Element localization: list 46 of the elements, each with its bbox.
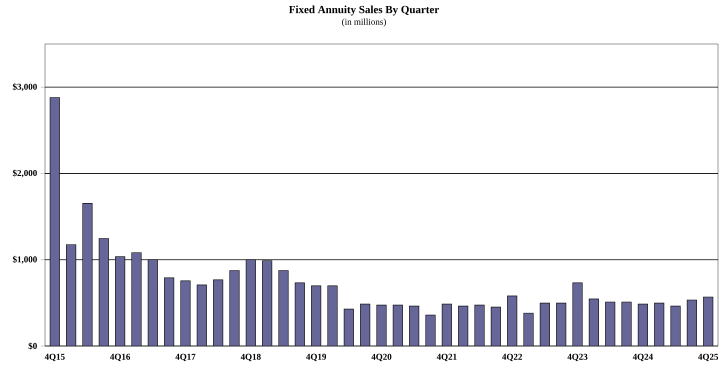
x-tick-label: 4Q17 [175,354,196,362]
bar [294,282,305,346]
bar [344,308,354,346]
y-tick-label: $3,000 [12,83,37,92]
bar [392,304,403,346]
chart-subtitle: (in millions) [342,18,386,27]
bar [670,306,681,346]
bar [180,280,191,346]
bar [82,202,93,346]
y-tick-label: $1,000 [12,256,37,264]
x-tick-label: 4Q18 [240,354,261,362]
bar [115,256,126,346]
x-tick-label: 4Q19 [306,354,326,362]
bar [164,278,174,346]
bar [131,252,142,346]
bar [278,270,289,346]
x-tick-label: 4Q24 [632,354,653,362]
bar [638,304,648,346]
bar [262,260,272,346]
x-tick-label: 4Q21 [436,354,457,362]
bar [474,304,485,346]
bar [523,312,534,346]
x-tick-label: 4Q25 [698,354,718,362]
x-tick-label: 4Q16 [110,354,130,362]
bar [442,304,452,346]
bar [686,300,697,346]
bar [327,286,338,346]
bar [360,304,370,346]
chart-title: Fixed Annuity Sales By Quarter [289,6,439,16]
x-tick-label: 4Q22 [502,354,522,362]
bar [490,306,501,346]
y-tick-label: $0 [28,342,37,350]
bar [540,302,550,346]
bar [213,280,224,346]
bar [621,302,632,346]
bar [229,270,240,346]
bar [311,286,322,346]
x-tick-label: 4Q15 [44,354,65,362]
y-tick-label: $2,000 [12,169,37,178]
x-tick-label: 4Q20 [371,354,392,362]
bar [376,304,387,346]
bar [425,314,436,346]
bar [588,298,599,346]
x-tick-label: 4Q23 [567,354,588,362]
bar [66,244,76,346]
bar [572,282,583,346]
